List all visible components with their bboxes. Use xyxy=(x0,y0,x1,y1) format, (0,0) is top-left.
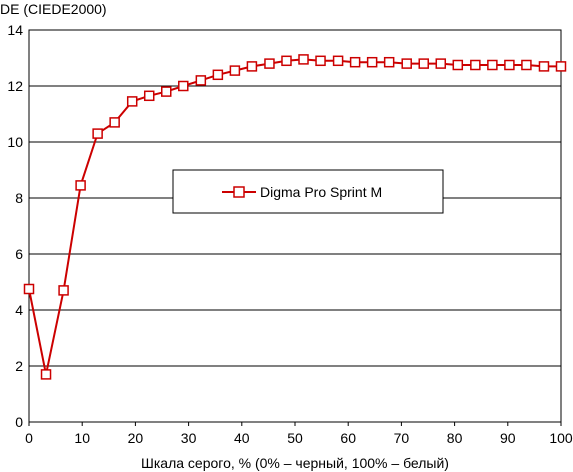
data-point xyxy=(92,128,103,139)
x-tick-label: 90 xyxy=(500,430,516,446)
data-point xyxy=(418,58,429,69)
y-tick-label: 4 xyxy=(15,302,23,318)
grid-lines xyxy=(29,85,561,367)
data-point xyxy=(126,96,138,107)
data-point xyxy=(58,285,69,296)
data-point xyxy=(555,61,567,72)
x-tick-label: 10 xyxy=(74,430,90,446)
x-tick-label: 20 xyxy=(128,430,144,446)
data-point xyxy=(195,75,207,86)
data-point xyxy=(40,369,52,380)
legend-marker-swatch xyxy=(233,186,245,198)
x-tick-label: 50 xyxy=(287,430,303,446)
data-point xyxy=(315,55,326,67)
data-point xyxy=(281,55,292,67)
data-point xyxy=(452,59,464,71)
series-layer xyxy=(23,54,567,380)
data-point xyxy=(401,58,412,69)
data-point xyxy=(23,283,35,295)
data-point xyxy=(504,59,515,71)
y-tick-label: 8 xyxy=(15,190,23,206)
data-point xyxy=(229,65,241,76)
x-tick-label: 100 xyxy=(549,430,573,446)
data-point xyxy=(246,61,258,72)
y-tick-label: 2 xyxy=(15,358,23,374)
x-tick-label: 60 xyxy=(340,430,356,446)
data-point xyxy=(383,56,395,68)
data-point xyxy=(264,58,275,69)
data-point xyxy=(487,59,498,71)
data-point xyxy=(332,55,344,67)
x-tick-label: 80 xyxy=(447,430,463,446)
data-point xyxy=(349,56,361,68)
legend-label: Digma Pro Sprint M xyxy=(260,184,382,200)
y-tick-label: 0 xyxy=(15,414,23,430)
x-tick-labels: 0 10 20 30 40 50 60 70 80 90 100 xyxy=(25,422,573,446)
data-point xyxy=(470,59,481,71)
x-axis-label: Шкала серого, % (0% – черный, 100% – бел… xyxy=(141,455,449,471)
y-tick-labels: 0 2 4 6 8 10 12 14 xyxy=(7,22,23,430)
data-point xyxy=(212,69,224,81)
data-point xyxy=(538,61,550,72)
legend-box xyxy=(172,169,444,214)
data-point xyxy=(521,59,532,71)
data-point xyxy=(109,117,120,128)
data-point xyxy=(298,54,309,65)
y-tick-label: 10 xyxy=(7,134,23,150)
x-tick-label: 40 xyxy=(234,430,250,446)
x-tick-label: 0 xyxy=(25,430,33,446)
data-point xyxy=(161,86,172,97)
data-point xyxy=(75,180,86,191)
data-point xyxy=(178,80,189,92)
y-axis-label: DE (CIEDE2000) xyxy=(0,1,107,17)
x-tick-label: 30 xyxy=(181,430,197,446)
data-point xyxy=(366,56,378,68)
y-tick-label: 14 xyxy=(7,22,23,38)
y-tick-label: 6 xyxy=(15,246,23,262)
series-line xyxy=(28,58,561,375)
data-point xyxy=(143,90,155,102)
y-tick-label: 12 xyxy=(7,78,23,94)
plot-frame xyxy=(28,29,562,423)
legend: Digma Pro Sprint M xyxy=(172,169,444,214)
x-tick-label: 70 xyxy=(394,430,410,446)
data-point xyxy=(435,58,447,69)
